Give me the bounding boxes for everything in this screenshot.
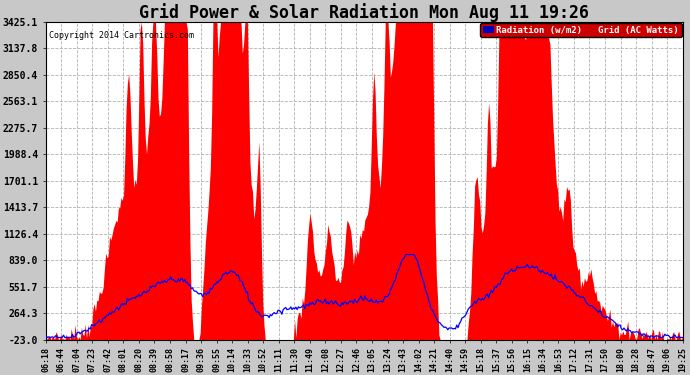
Title: Grid Power & Solar Radiation Mon Aug 11 19:26: Grid Power & Solar Radiation Mon Aug 11 … (139, 3, 589, 22)
Legend: Radiation (w/m2), Grid (AC Watts): Radiation (w/m2), Grid (AC Watts) (480, 23, 682, 37)
Text: Copyright 2014 Cartronics.com: Copyright 2014 Cartronics.com (49, 32, 194, 40)
